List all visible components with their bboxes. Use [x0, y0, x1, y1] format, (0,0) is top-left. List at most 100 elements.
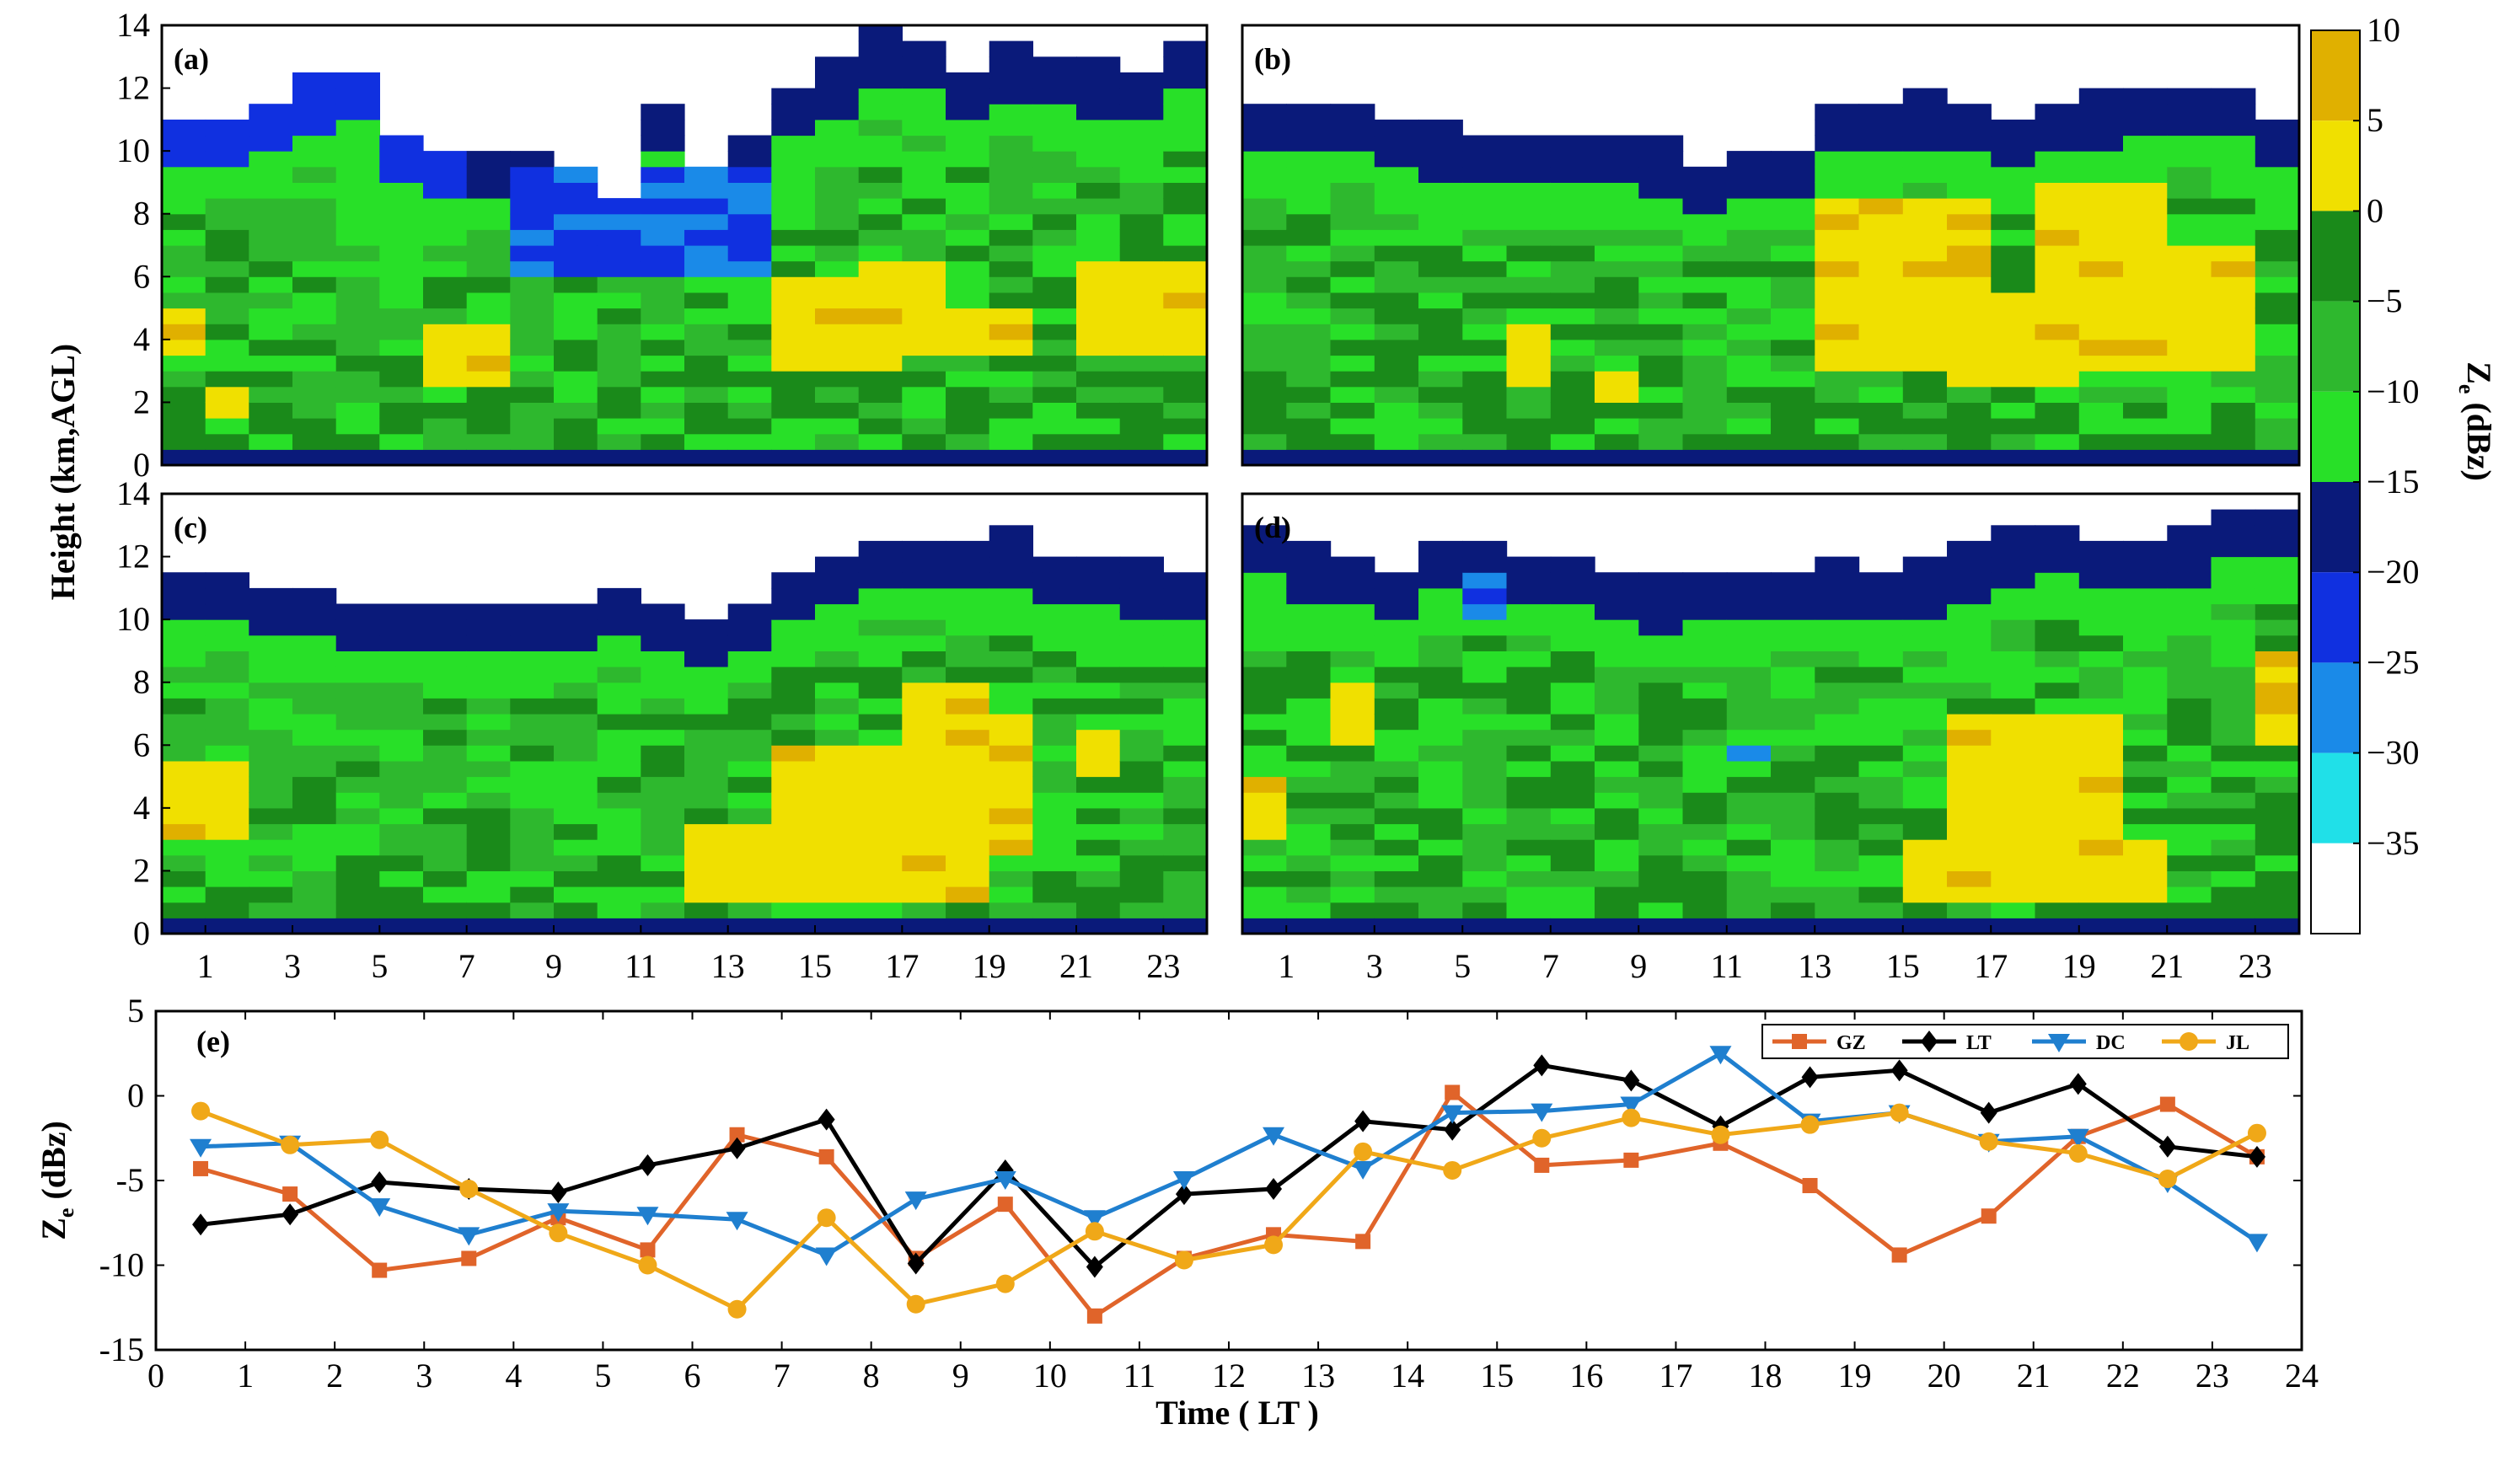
heatmap-cell [597, 418, 641, 435]
heatmap-cell [989, 619, 1033, 636]
heatmap-cell [597, 870, 641, 887]
heatmap-cell [1418, 276, 1463, 293]
heatmap-cell [1242, 292, 1287, 309]
heatmap-cell [2255, 823, 2299, 840]
heatmap-cell [510, 402, 555, 419]
heatmap-cell [249, 292, 293, 309]
heatmap-cell [2211, 182, 2256, 199]
heatmap-cell [858, 88, 903, 104]
panel-label: (d) [1254, 511, 1291, 544]
heatmap-cell [771, 151, 816, 168]
heatmap-cell [510, 776, 555, 793]
heatmap-cell [946, 355, 990, 372]
heatmap-cell [2035, 902, 2080, 918]
heatmap-cell [423, 433, 468, 450]
heatmap-cell [1374, 324, 1419, 340]
heatmap-cell [1858, 807, 1904, 825]
heatmap-cell [292, 104, 337, 120]
heatmap-cell [1032, 634, 1077, 651]
heatmap-cell [1726, 839, 1772, 856]
heatmap-cell [946, 433, 990, 450]
heatmap-cell [2123, 918, 2168, 934]
heatmap-cell [1771, 698, 1815, 715]
heatmap-cell [162, 324, 206, 340]
heatmap-cell [858, 792, 903, 809]
heatmap-cell [292, 182, 337, 199]
heatmap-cell [2167, 667, 2212, 683]
heatmap-cell [858, 572, 903, 589]
heatmap-cell [2255, 402, 2299, 419]
heatmap-cell [205, 151, 249, 168]
heatmap-cell [1550, 918, 1595, 934]
heatmap-cell [1902, 698, 1948, 715]
heatmap-cell [1902, 339, 1948, 356]
heatmap-cell [466, 229, 511, 246]
heatmap-cell [727, 807, 772, 825]
heatmap-cell [684, 371, 729, 388]
heatmap-cell [1726, 918, 1772, 934]
heatmap-cell [379, 807, 424, 825]
heatmap-cell [423, 418, 468, 435]
heatmap-cell [684, 339, 729, 356]
heatmap-cell [510, 807, 555, 825]
heatmap-cell [2078, 260, 2124, 277]
heatmap-cell [1330, 886, 1375, 903]
data-point-lt [2248, 1145, 2265, 1168]
heatmap-cell [1418, 870, 1463, 887]
heatmap-cell [1682, 776, 1728, 793]
heatmap-cell [1330, 104, 1375, 120]
heatmap-cell [2035, 886, 2080, 903]
heatmap-cell [1815, 776, 1860, 793]
heatmap-cell [858, 308, 903, 324]
legend-entry-dc: DC [2096, 1032, 2126, 1054]
x-tick-label: 13 [711, 947, 745, 985]
heatmap-cell [597, 792, 641, 809]
heatmap-cell [2255, 714, 2299, 731]
heatmap-cell [249, 355, 293, 372]
heatmap-cell [1119, 324, 1164, 340]
heatmap-cell [510, 386, 555, 403]
heatmap-cell [205, 324, 249, 340]
heatmap-cell [466, 823, 511, 840]
heatmap-cell [205, 587, 249, 605]
heatmap-cell [727, 698, 772, 715]
heatmap-cell [1506, 449, 1552, 465]
heatmap-cell [989, 135, 1033, 152]
data-point-gz [1355, 1234, 1371, 1250]
heatmap-cell [2255, 556, 2299, 573]
heatmap-cell [162, 902, 206, 918]
heatmap-cell [1771, 839, 1815, 856]
data-point-jl [281, 1135, 300, 1154]
heatmap-cell [2035, 260, 2080, 277]
heatmap-cell [2255, 698, 2299, 715]
heatmap-cell [1286, 135, 1332, 152]
data-point-lt [1086, 1256, 1103, 1278]
heatmap-cell [423, 886, 468, 903]
heatmap-cell [423, 729, 468, 746]
heatmap-cell [902, 886, 946, 903]
heatmap-cell [554, 792, 598, 809]
heatmap-cell [771, 682, 816, 699]
heatmap-cell [554, 355, 598, 372]
heatmap-cell [1032, 135, 1077, 152]
heatmap-cell [335, 433, 380, 450]
heatmap-cell [292, 276, 337, 293]
heatmap-cell [335, 135, 380, 152]
x-tick-label: 7 [458, 947, 475, 985]
heatmap-cell [1815, 104, 1860, 120]
heatmap-cell [1418, 135, 1463, 152]
heatmap-cell [1330, 433, 1375, 450]
heatmap-cell [335, 166, 380, 183]
heatmap-cell [1771, 854, 1815, 871]
heatmap-cell [858, 213, 903, 230]
heatmap-cell [641, 433, 685, 450]
heatmap-cell [466, 339, 511, 356]
heatmap-cell [641, 213, 685, 230]
heatmap-cell [335, 418, 380, 435]
heatmap-cell [379, 135, 424, 152]
heatmap-cell [989, 371, 1033, 388]
data-point-dc [636, 1207, 659, 1226]
heatmap-cell [2078, 870, 2124, 887]
heatmap-cell [1682, 371, 1728, 388]
heatmap-cell [249, 151, 293, 168]
